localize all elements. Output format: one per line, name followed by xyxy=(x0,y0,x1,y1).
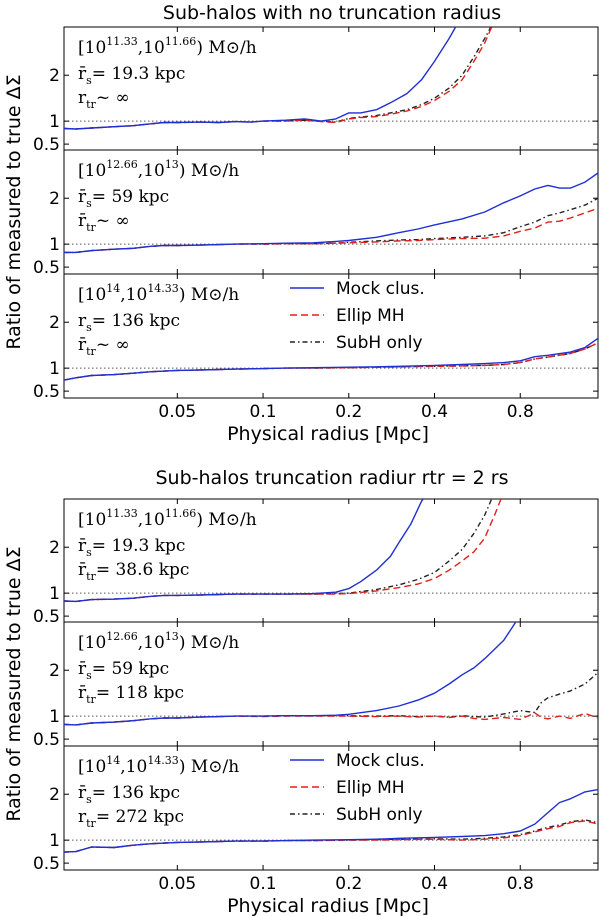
annotation-scale-radius: r̄s= 19.3 kpc xyxy=(78,64,185,87)
x-tick-label: 0.2 xyxy=(335,402,362,422)
series-line-mock-clus xyxy=(64,27,457,130)
y-tick-label: 2 xyxy=(49,66,60,86)
y-tick-label: 2 xyxy=(49,661,60,681)
legend-label: Ellip MH xyxy=(336,306,405,326)
x-tick-label: 0.05 xyxy=(158,874,196,894)
x-tick-label: 0.4 xyxy=(421,874,448,894)
x-tick-label: 0.1 xyxy=(250,402,277,422)
group-top-panel-2: 0.5 1 2 [1012.66,1013) M⊙/h r̄s= 59 kpcr̄tr~… xyxy=(33,149,599,278)
y-tick-label: 1 xyxy=(49,707,60,727)
panel-frame xyxy=(63,26,599,152)
group-top-panel-3: 0.5 1 2 0.05 0.1 0.2 0.4 0.8 [1014,1014.33) M⊙/h… xyxy=(33,273,599,422)
y-tick-label: 1 xyxy=(49,584,60,604)
y-tick-label: 1 xyxy=(49,112,60,132)
x-tick-label: 0.8 xyxy=(507,874,534,894)
annotation-truncation-radius: r̄tr~ ∞ xyxy=(78,335,130,358)
x-tick-label: 0.2 xyxy=(335,874,362,894)
group-bottom: Sub-halos truncation radiur rtr = 2 rs R… xyxy=(3,467,599,916)
y-tick-label: 1 xyxy=(49,359,60,379)
y-tick-label: 2 xyxy=(49,313,60,333)
series-group xyxy=(64,622,598,726)
legend-label: Mock clus. xyxy=(336,751,425,771)
x-tick-label: 0.1 xyxy=(250,874,277,894)
y-tick-label: 0.5 xyxy=(33,730,60,750)
series-group xyxy=(64,788,598,853)
series-group xyxy=(64,499,502,603)
annotation-mass-range: [1012.66,1013) M⊙/h xyxy=(78,158,239,181)
annotation-truncation-radius: rtr~ ∞ xyxy=(78,88,130,111)
group-bottom-panel-3: 0.5 1 2 0.05 0.1 0.2 0.4 0.8 [1014,1014.33) M⊙/h… xyxy=(33,745,599,894)
annotation-scale-radius: r̄s= 136 kpc xyxy=(78,783,180,806)
legend-label: Mock clus. xyxy=(336,279,425,299)
group-bottom-ylabel: Ratio of measured to true ΔΣ xyxy=(3,546,25,821)
panel-frame xyxy=(63,498,599,624)
y-tick-label: 0.5 xyxy=(33,607,60,627)
series-group xyxy=(64,27,493,130)
series-line-mock-clus xyxy=(64,337,598,381)
series-group xyxy=(64,172,598,254)
series-group xyxy=(64,337,598,381)
group-top-xlabel: Physical radius [Mpc] xyxy=(227,423,429,445)
y-tick-label: 1 xyxy=(49,235,60,255)
legend-label: SubH only xyxy=(336,805,423,825)
annotation-scale-radius: r̄s= 59 kpc xyxy=(78,659,169,682)
group-bottom-panel-2: 0.5 1 2 [1012.66,1013) M⊙/h r̄s= 59 kpcr̄tr=… xyxy=(33,621,599,750)
y-tick-label: 0.5 xyxy=(33,258,60,278)
annotation-mass-range: [1012.66,1013) M⊙/h xyxy=(78,630,239,653)
annotation-truncation-radius: r̄tr= 38.6 kpc xyxy=(78,560,189,583)
annotation-scale-radius: r̄s= 59 kpc xyxy=(78,187,169,210)
y-tick-label: 2 xyxy=(49,785,60,805)
y-tick-label: 2 xyxy=(49,189,60,209)
legend-label: Ellip MH xyxy=(336,778,405,798)
legend-label: SubH only xyxy=(336,333,423,353)
y-tick-label: 1 xyxy=(49,831,60,851)
x-tick-label: 0.05 xyxy=(158,402,196,422)
annotation-truncation-radius: r̄tr~ ∞ xyxy=(78,211,130,234)
y-tick-label: 0.5 xyxy=(33,135,60,155)
panel-frame xyxy=(63,273,599,399)
group-top: Sub-halos with no truncation radius Rati… xyxy=(3,2,599,445)
panel-frame xyxy=(63,621,599,747)
y-tick-label: 0.5 xyxy=(33,382,60,402)
series-line-mock-clus xyxy=(64,788,598,853)
annotation-mass-range: [1011.33,1011.66) M⊙/h xyxy=(78,507,257,530)
annotation-scale-radius: rs= 136 kpc xyxy=(78,311,180,334)
group-bottom-title: Sub-halos truncation radiur rtr = 2 rs xyxy=(155,467,508,489)
group-top-title: Sub-halos with no truncation radius xyxy=(163,2,501,24)
annotation-truncation-radius: r̄tr= 118 kpc xyxy=(78,683,184,706)
annotation-mass-range: [1014,1014.33) M⊙/h xyxy=(78,754,239,777)
series-line-mock-clus xyxy=(64,499,424,603)
x-tick-label: 0.4 xyxy=(421,402,448,422)
series-line-mock-clus xyxy=(64,172,598,254)
annotation-truncation-radius: rtr= 272 kpc xyxy=(78,807,184,830)
group-bottom-panel-1: 0.5 1 2 [1011.33,1011.66) M⊙/h r̄s= 19.3 kpc… xyxy=(33,498,599,627)
group-bottom-xlabel: Physical radius [Mpc] xyxy=(227,895,429,916)
y-tick-label: 2 xyxy=(49,538,60,558)
x-tick-label: 0.8 xyxy=(507,402,534,422)
group-top-panel-1: 0.5 1 2 [1011.33,1011.66) M⊙/h r̄s= 19.3 kpc… xyxy=(33,26,599,155)
annotation-mass-range: [1011.33,1011.66) M⊙/h xyxy=(78,35,257,58)
series-line-mock-clus xyxy=(64,622,517,726)
group-top-ylabel: Ratio of measured to true ΔΣ xyxy=(3,74,25,349)
annotation-mass-range: [1014,1014.33) M⊙/h xyxy=(78,282,239,305)
annotation-scale-radius: r̄s= 19.3 kpc xyxy=(78,536,185,559)
y-tick-label: 0.5 xyxy=(33,854,60,874)
series-line-subh-only xyxy=(64,27,492,130)
panel-frame xyxy=(63,149,599,275)
panel-frame xyxy=(63,745,599,871)
